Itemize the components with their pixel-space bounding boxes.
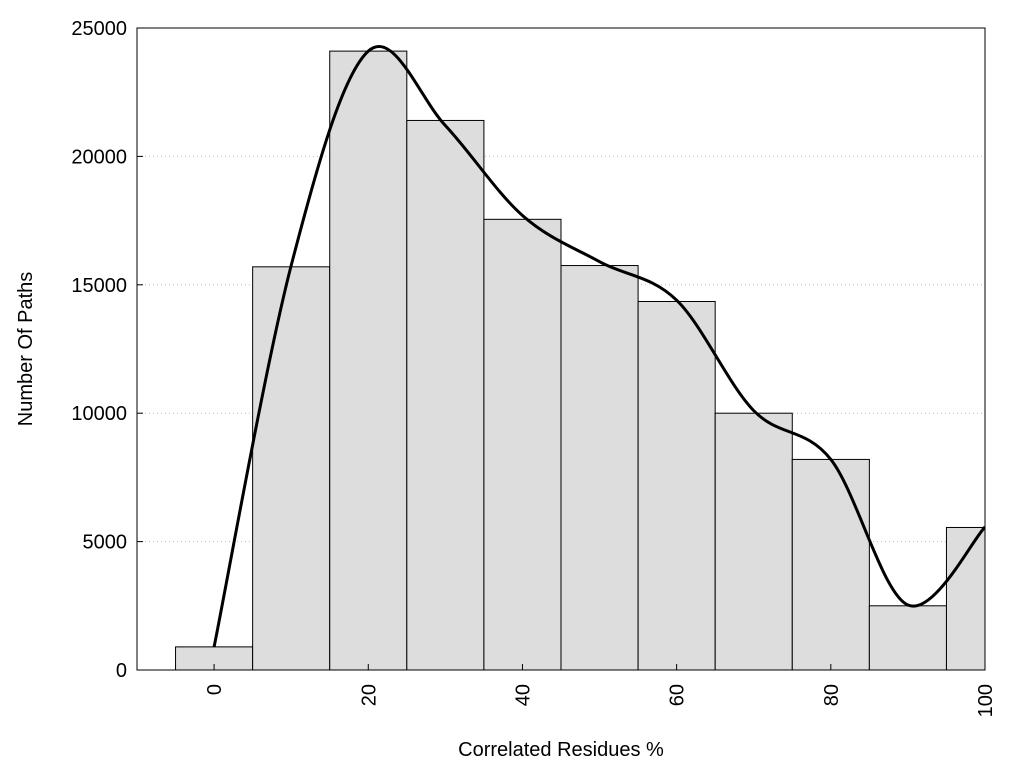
bar bbox=[560, 265, 639, 670]
bar bbox=[868, 605, 947, 670]
x-axis-label: Correlated Residues % bbox=[458, 739, 664, 761]
x-tick-label: 80 bbox=[821, 684, 843, 706]
x-tick-label: 60 bbox=[667, 684, 689, 706]
plot-frame bbox=[136, 27, 986, 671]
y-tick-label: 20000 bbox=[71, 146, 127, 168]
bar bbox=[406, 119, 485, 670]
bar bbox=[945, 526, 985, 670]
y-tick-label: 10000 bbox=[71, 403, 127, 425]
y-tick-label: 15000 bbox=[71, 275, 127, 297]
x-tick-label: 0 bbox=[204, 684, 226, 695]
bar bbox=[714, 412, 793, 670]
y-tick-label: 5000 bbox=[83, 532, 128, 554]
density-curve bbox=[212, 45, 985, 648]
x-tick-label: 100 bbox=[975, 684, 997, 717]
y-axis-label: Number Of Paths bbox=[15, 272, 37, 427]
bars bbox=[175, 50, 985, 670]
y-tick-label: 25000 bbox=[71, 18, 127, 40]
y-tick-label: 0 bbox=[116, 660, 127, 682]
x-tick-label: 40 bbox=[512, 684, 534, 706]
bar bbox=[483, 218, 562, 670]
axes: 0 5000 10000 15000 20000 25000 0 20 40 60 80 100 bbox=[71, 18, 997, 717]
x-tick-label: 20 bbox=[358, 684, 380, 706]
curve-layer bbox=[212, 45, 985, 648]
bar bbox=[637, 300, 716, 670]
bar bbox=[791, 458, 870, 670]
bar bbox=[252, 266, 331, 670]
bar bbox=[329, 50, 408, 670]
